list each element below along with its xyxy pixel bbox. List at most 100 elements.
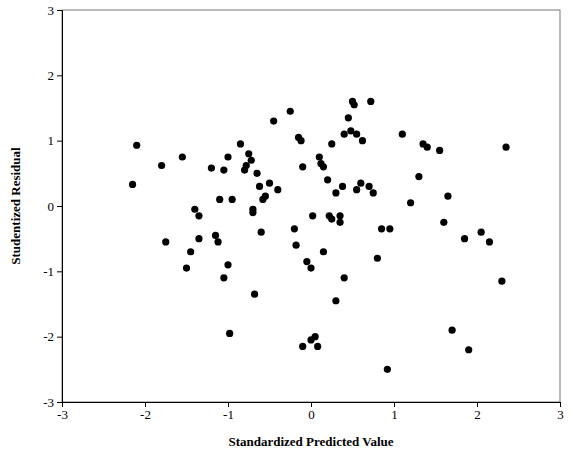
point xyxy=(229,196,236,203)
point xyxy=(478,229,485,236)
point xyxy=(158,162,165,169)
tick: -1 xyxy=(223,402,234,422)
tick: -3 xyxy=(43,395,62,410)
point xyxy=(224,261,231,268)
tick: -3 xyxy=(57,402,68,422)
point xyxy=(266,180,273,187)
tick-label: 3 xyxy=(48,3,55,18)
point xyxy=(162,238,169,245)
point xyxy=(444,193,451,200)
point xyxy=(332,297,339,304)
tick-mark xyxy=(57,337,62,338)
point xyxy=(312,333,319,340)
point xyxy=(341,131,348,138)
point xyxy=(440,219,447,226)
point xyxy=(316,153,323,160)
point xyxy=(336,219,343,226)
tick-label: 2 xyxy=(474,407,481,422)
tick: 2 xyxy=(48,68,63,83)
point xyxy=(307,264,314,271)
point xyxy=(226,330,233,337)
point xyxy=(384,366,391,373)
point xyxy=(214,238,221,245)
point xyxy=(195,212,202,219)
tick-mark xyxy=(57,75,62,76)
tick-label: -1 xyxy=(223,407,234,422)
point xyxy=(486,238,493,245)
tick-label: -3 xyxy=(57,407,68,422)
point xyxy=(251,291,258,298)
point xyxy=(399,131,406,138)
tick-mark xyxy=(57,206,62,207)
point xyxy=(133,142,140,149)
x-axis-title: Standardized Predicted Value xyxy=(228,434,393,449)
point xyxy=(187,248,194,255)
tick: 0 xyxy=(48,199,63,214)
point xyxy=(341,274,348,281)
axis-line xyxy=(57,11,63,403)
tick-mark xyxy=(57,141,62,142)
point xyxy=(292,242,299,249)
point xyxy=(220,166,227,173)
point xyxy=(309,212,316,219)
point xyxy=(237,140,244,147)
point xyxy=(256,183,263,190)
tick-label: 0 xyxy=(308,407,315,422)
tick-label: -2 xyxy=(140,407,151,422)
point xyxy=(328,215,335,222)
point xyxy=(243,162,250,169)
point xyxy=(297,137,304,144)
point xyxy=(407,199,414,206)
point xyxy=(208,165,215,172)
point xyxy=(262,193,269,200)
tick-label: -2 xyxy=(43,329,54,344)
tick: 3 xyxy=(557,402,564,422)
point xyxy=(195,235,202,242)
point xyxy=(424,144,431,151)
point xyxy=(249,209,256,216)
point xyxy=(498,278,505,285)
tick: 2 xyxy=(474,402,481,422)
point xyxy=(320,248,327,255)
tick-mark xyxy=(57,402,62,403)
tick: 1 xyxy=(391,402,398,422)
point xyxy=(353,131,360,138)
points xyxy=(129,98,510,373)
point xyxy=(449,327,456,334)
point xyxy=(502,144,509,151)
point xyxy=(191,206,198,213)
point xyxy=(366,183,373,190)
point xyxy=(314,343,321,350)
point xyxy=(436,147,443,154)
point xyxy=(303,258,310,265)
point xyxy=(367,98,374,105)
plot-frame xyxy=(62,10,560,402)
y-axis: -3-2-10123 xyxy=(43,3,62,410)
point xyxy=(248,157,255,164)
point xyxy=(245,150,252,157)
point xyxy=(291,225,298,232)
tick-label: 1 xyxy=(48,133,55,148)
point xyxy=(353,186,360,193)
tick-label: 0 xyxy=(48,199,55,214)
point xyxy=(224,153,231,160)
point xyxy=(216,196,223,203)
tick: 0 xyxy=(308,402,315,422)
point xyxy=(336,212,343,219)
tick-label: 1 xyxy=(391,407,398,422)
tick-mark xyxy=(57,10,62,11)
point xyxy=(345,114,352,121)
tick: 1 xyxy=(48,133,63,148)
point xyxy=(258,229,265,236)
point xyxy=(386,225,393,232)
chart: -3-2-10123-3-2-10123Standardized Predict… xyxy=(0,0,572,458)
point xyxy=(370,189,377,196)
point xyxy=(270,117,277,124)
point xyxy=(129,181,136,188)
point xyxy=(299,163,306,170)
point xyxy=(465,346,472,353)
x-axis: -3 -2 -1 0 1 2 3 xyxy=(57,402,564,422)
tick-label: -3 xyxy=(43,395,54,410)
point xyxy=(179,153,186,160)
point xyxy=(220,274,227,281)
